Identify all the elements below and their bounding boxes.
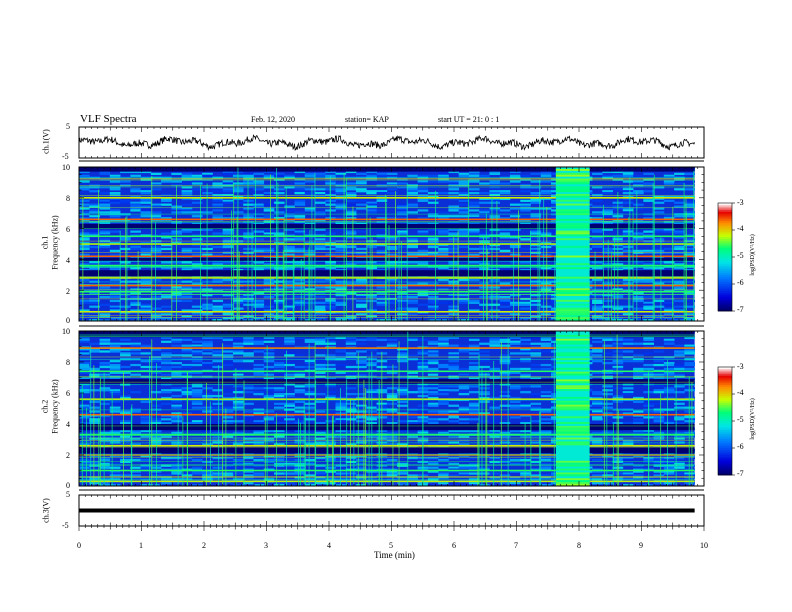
spec2-ytick: 8 — [66, 358, 70, 367]
spec2-ytick: 10 — [62, 327, 70, 336]
x-tick-label: 4 — [327, 541, 331, 550]
figure-title: VLF Spectra — [80, 113, 137, 125]
ch1-ytick-bottom: -5 — [62, 152, 69, 161]
ch3-ytick-bottom: -5 — [62, 521, 69, 530]
x-tick-label: 8 — [577, 541, 581, 550]
cbar1-tick: -3 — [737, 198, 744, 207]
ch1-ylabel: ch.1(V) — [41, 129, 51, 154]
cbar2-tick: -5 — [737, 415, 744, 424]
start-time-label: start UT = 21: 0 : 1 — [438, 115, 500, 124]
ch1-waveform-panel — [78, 134, 695, 152]
spec1-ytick: 0 — [66, 316, 70, 325]
spec2-ytick: 0 — [66, 481, 70, 490]
cbar2-tick: -6 — [737, 442, 744, 451]
ch2-spectrogram — [79, 331, 696, 487]
spec2-ytick: 4 — [66, 420, 70, 429]
axis-ticks — [78, 127, 705, 531]
x-axis-label: Time (min) — [374, 550, 415, 560]
cbar2-label: log(PSD)(V²/Hz) — [750, 398, 756, 440]
cbar1-tick: -7 — [737, 305, 744, 314]
spec1-ylabel-line2: Frequency (kHz) — [50, 215, 60, 270]
x-tick-label: 1 — [139, 541, 143, 550]
ch1-spectrogram — [79, 167, 696, 322]
spec2-ylabel-line2: Frequency (kHz) — [50, 379, 60, 434]
date-label: Feb. 12, 2020 — [251, 115, 295, 124]
cbar2-tick: -4 — [737, 388, 744, 397]
x-tick-label: 5 — [389, 541, 393, 550]
cbar1-tick: -4 — [737, 224, 744, 233]
spec1-ytick: 2 — [66, 287, 70, 296]
spec1-ytick: 10 — [62, 163, 70, 172]
station-label: station= KAP — [345, 115, 389, 124]
cbar1-tick: -5 — [737, 251, 744, 260]
spec1-ytick: 8 — [66, 194, 70, 203]
spec2-ytick: 2 — [66, 451, 70, 460]
cbar2-tick: -7 — [737, 469, 744, 478]
ch1-series-line — [78, 134, 695, 152]
x-tick-label: 9 — [639, 541, 643, 550]
x-tick-label: 0 — [77, 541, 81, 550]
cbar1-tick: -6 — [737, 278, 744, 287]
x-tick-label: 10 — [700, 541, 708, 550]
spec1-ylabel-line1: ch.1 — [40, 235, 50, 250]
cbar2-tick: -3 — [737, 362, 744, 371]
ch1-ytick-top: 5 — [66, 122, 70, 131]
colorbars — [717, 202, 735, 476]
spec2-ytick: 6 — [66, 389, 70, 398]
cbar1-label: log(PSD)(V²/Hz) — [750, 234, 756, 276]
x-tick-label: 3 — [264, 541, 268, 550]
x-tick-label: 6 — [452, 541, 456, 550]
spec1-ytick: 6 — [66, 225, 70, 234]
x-tick-label: 7 — [514, 541, 518, 550]
ch3-ylabel: ch.3(V) — [41, 498, 51, 523]
spec1-ytick: 4 — [66, 256, 70, 265]
spec2-ylabel-line1: ch.2 — [40, 399, 50, 414]
x-tick-label: 2 — [202, 541, 206, 550]
ch3-ytick-top: 5 — [66, 490, 70, 499]
